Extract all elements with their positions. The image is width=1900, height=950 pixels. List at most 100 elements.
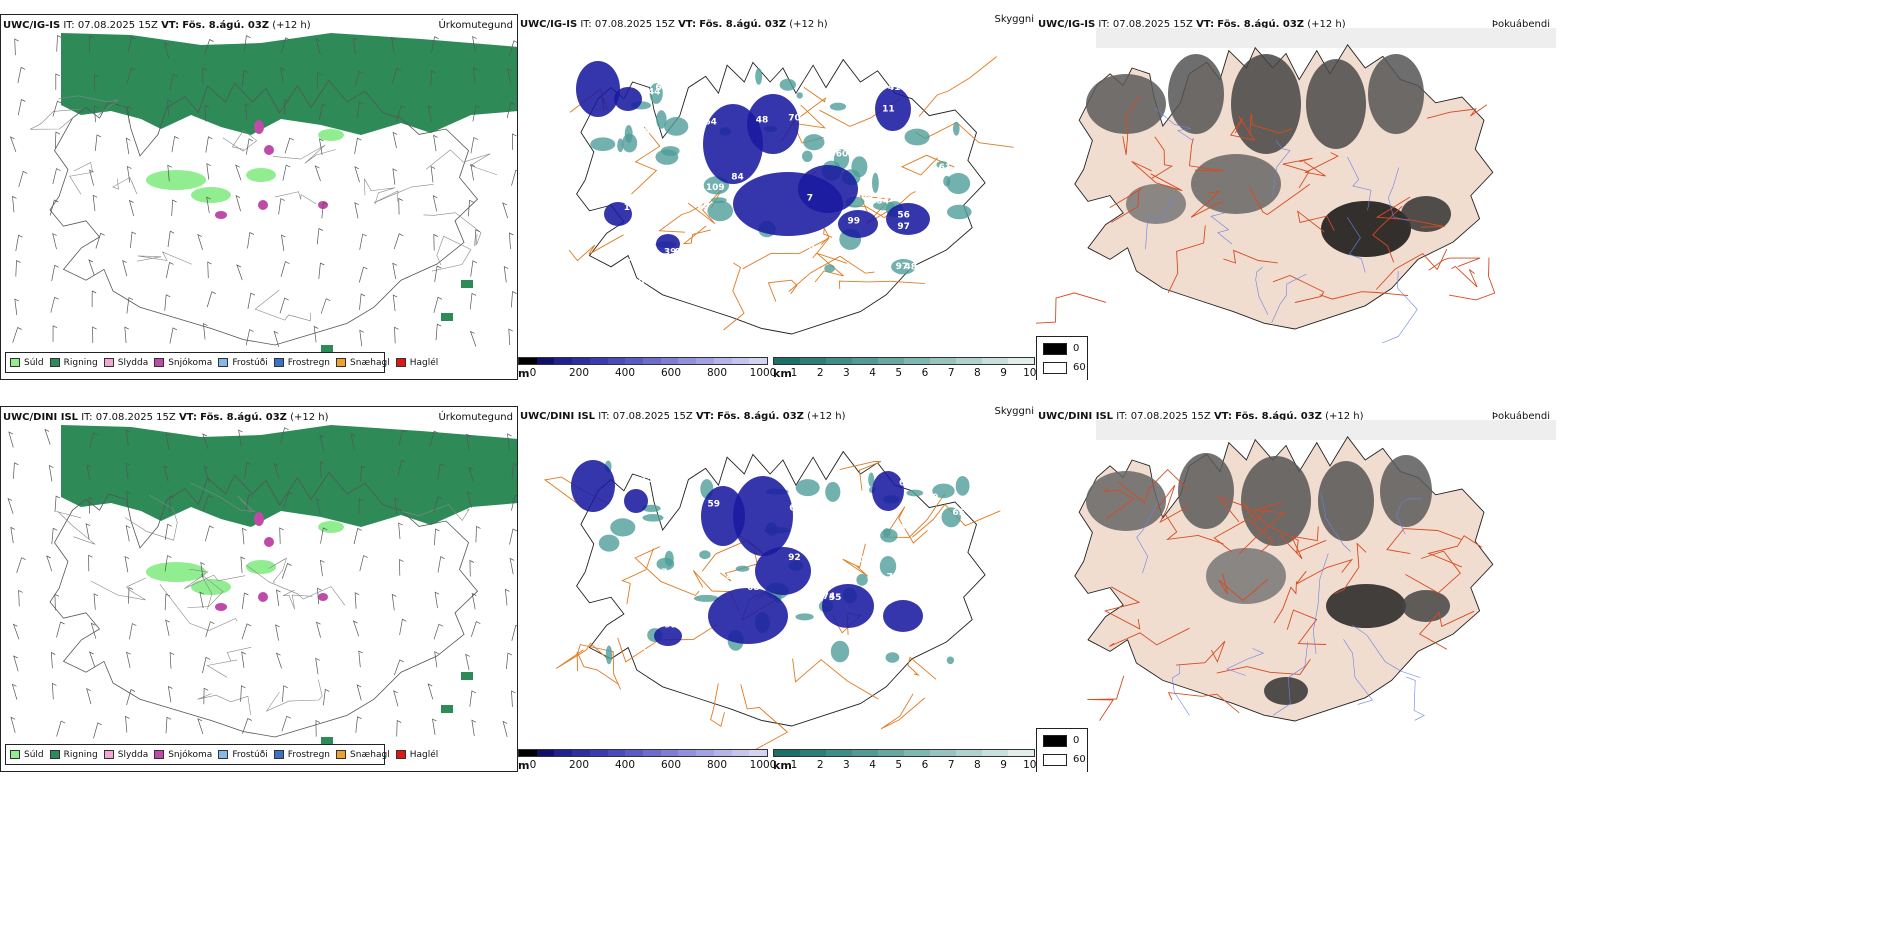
road-line bbox=[839, 460, 882, 491]
cloud-base-value: 45 bbox=[816, 553, 829, 563]
low-cloud-area bbox=[875, 87, 911, 131]
scale-tick: 200 bbox=[568, 367, 590, 379]
wind-barb bbox=[511, 290, 517, 308]
cloud-base-value: 84 bbox=[792, 74, 805, 84]
road-line bbox=[254, 289, 311, 322]
wind-barb bbox=[394, 659, 404, 676]
river-line bbox=[1272, 641, 1309, 716]
road-line bbox=[1426, 104, 1488, 119]
color-bar-segment bbox=[696, 358, 714, 364]
road-line bbox=[58, 95, 119, 116]
wind-barb bbox=[240, 685, 246, 702]
panel-title: UWC/IG-IS IT: 07.08.2025 15Z VT: Fös. 8.… bbox=[1038, 19, 1346, 30]
wind-barb bbox=[130, 231, 137, 249]
wind-barb bbox=[242, 527, 247, 545]
cloud-base-value: 45 bbox=[801, 263, 814, 273]
precip-legend-swatch bbox=[395, 358, 406, 367]
wind-barb bbox=[244, 103, 250, 121]
wind-barb bbox=[354, 592, 360, 609]
road-line bbox=[1238, 501, 1286, 555]
low-cloud-area bbox=[886, 203, 930, 235]
wind-barb bbox=[16, 557, 26, 574]
wind-barb bbox=[315, 38, 321, 55]
cloud-base-value: 78 bbox=[622, 73, 635, 83]
wind-barb bbox=[284, 137, 294, 154]
fog-area bbox=[1191, 154, 1281, 214]
road-line bbox=[1249, 112, 1292, 136]
low-cloud-area bbox=[872, 471, 904, 511]
cloud-base-value: 75 bbox=[887, 572, 900, 582]
cloud-base-value: 70 bbox=[802, 243, 815, 253]
color-bar-segment bbox=[800, 750, 826, 756]
wind-barb bbox=[127, 36, 136, 53]
road-line bbox=[56, 511, 96, 545]
wind-barb bbox=[511, 462, 517, 480]
precip-legend-label: Slydda bbox=[117, 357, 149, 368]
visibility-patch bbox=[624, 125, 633, 143]
fog-legend-label: 0 bbox=[1073, 735, 1080, 746]
wind-barb bbox=[206, 291, 217, 308]
road-line bbox=[1216, 658, 1311, 675]
precip-map bbox=[7, 425, 517, 765]
cloud-base-value: 110 bbox=[817, 578, 836, 588]
wind-barb bbox=[206, 163, 211, 180]
precip-legend-item: Snjókoma bbox=[154, 358, 212, 368]
road-line bbox=[402, 504, 470, 522]
scale-tick: 1 bbox=[790, 367, 798, 379]
wind-barb bbox=[247, 231, 254, 249]
wind-barb bbox=[502, 202, 509, 219]
wind-barb bbox=[245, 329, 254, 346]
wind-barb bbox=[470, 137, 478, 154]
visibility-patch bbox=[833, 149, 850, 170]
cloud-base-value: 59 bbox=[708, 500, 721, 510]
road-line bbox=[1167, 692, 1240, 714]
wind-barb bbox=[504, 588, 510, 606]
road-line bbox=[274, 190, 317, 205]
river-line bbox=[1405, 676, 1425, 721]
color-bar-segment bbox=[607, 358, 626, 364]
wind-barb bbox=[93, 74, 99, 91]
low-cloud-area bbox=[624, 489, 648, 513]
cloud-base-value: 44 bbox=[648, 87, 661, 97]
road-line bbox=[184, 568, 246, 589]
cloud-base-value: 58 bbox=[933, 661, 946, 671]
road-line bbox=[1229, 115, 1256, 141]
road-line bbox=[1303, 152, 1339, 177]
visibility-patch bbox=[735, 565, 750, 572]
wind-barb bbox=[88, 554, 93, 572]
wind-barb bbox=[241, 623, 252, 640]
cloud-base-value: 48 bbox=[905, 263, 918, 273]
color-bar-segment bbox=[607, 750, 626, 756]
wind-barb bbox=[433, 296, 443, 313]
wind-barb bbox=[8, 431, 14, 448]
wind-barb bbox=[88, 497, 94, 514]
wind-barb bbox=[353, 527, 362, 545]
fog-area bbox=[1168, 54, 1224, 134]
fog-legend: 0 60 bbox=[1036, 336, 1088, 380]
color-bar-segment bbox=[678, 358, 697, 364]
wind-barb bbox=[509, 232, 514, 250]
road-line bbox=[1156, 484, 1189, 524]
wind-barb bbox=[171, 135, 179, 153]
road-line bbox=[1297, 210, 1335, 233]
wind-barb bbox=[171, 199, 177, 217]
wind-barb bbox=[11, 683, 18, 700]
cloud-base-value: 41 bbox=[807, 607, 820, 617]
road-line bbox=[1427, 535, 1483, 568]
river-line bbox=[1388, 167, 1410, 221]
wind-barb bbox=[352, 37, 358, 55]
wind-barb bbox=[7, 497, 14, 514]
cloud-base-value: 95 bbox=[906, 249, 919, 259]
wind-barb bbox=[315, 621, 321, 638]
wind-barb bbox=[280, 67, 286, 84]
visibility-patch bbox=[656, 110, 667, 129]
wind-barb bbox=[471, 592, 477, 610]
visibility-patch bbox=[795, 613, 814, 621]
precip-legend-label: Snjókoma bbox=[168, 749, 213, 760]
visibility-patch bbox=[946, 656, 955, 665]
precip-legend-item: Snjókoma bbox=[154, 750, 212, 760]
cloud-base-value: 65 bbox=[944, 586, 957, 596]
wind-barb bbox=[129, 623, 137, 640]
cloud-base-value: 124 bbox=[915, 589, 934, 599]
wind-barb bbox=[12, 623, 20, 640]
